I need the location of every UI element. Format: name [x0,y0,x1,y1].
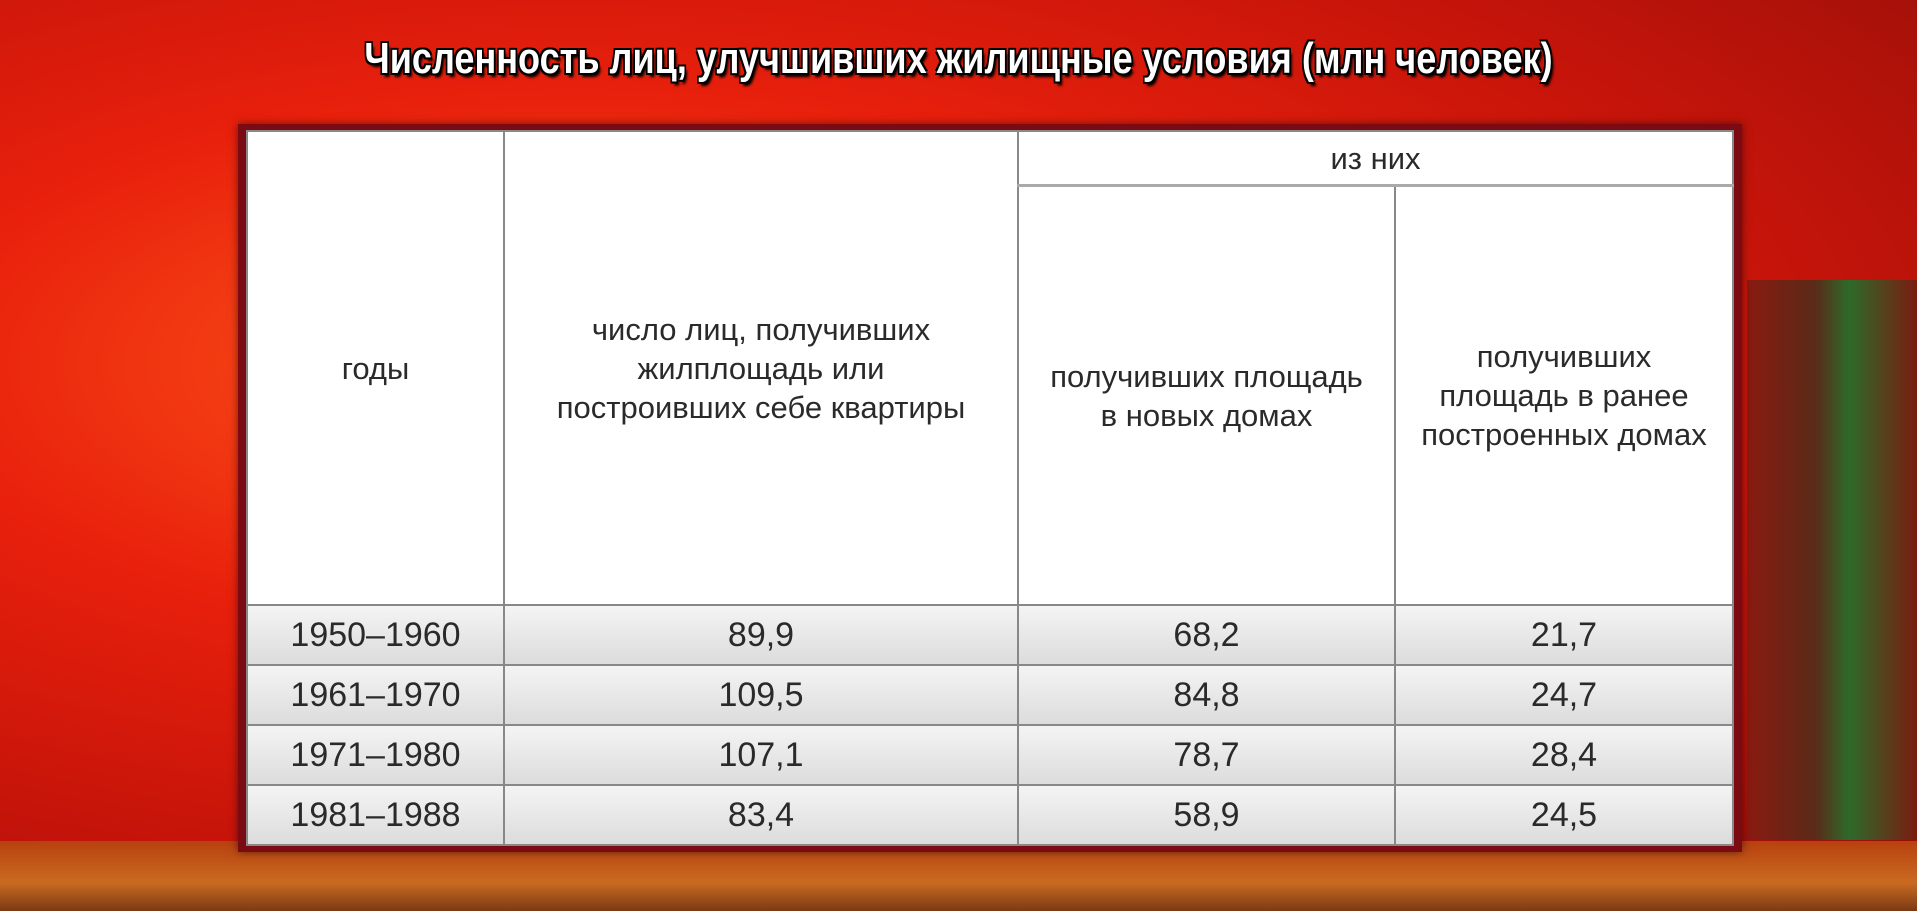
cell-old-homes: 21,7 [1394,604,1734,666]
header-old-homes: получивших площадь в ранее построенных д… [1394,184,1734,606]
header-years: годы [246,130,505,606]
header-subrow: получивших площадь в новых домах получив… [247,184,1734,606]
cell-old-homes: 24,5 [1394,784,1734,846]
cell-years: 1961–1970 [246,664,505,726]
cell-new-homes: 68,2 [1017,604,1396,666]
table-row: 1971–1980 107,1 78,7 28,4 [246,724,1734,786]
background-kremlin [0,841,1917,911]
cell-total: 107,1 [503,724,1019,786]
page-title: Численность лиц, улучшивших жилищные усл… [364,34,1553,83]
header-new-homes: получивших площадь в новых домах [1017,184,1396,606]
cell-years: 1971–1980 [246,724,505,786]
cell-new-homes: 84,8 [1017,664,1396,726]
cell-total: 109,5 [503,664,1019,726]
header-row: годы число лиц, получивших жилплощадь ил… [246,130,1734,606]
header-total: число лиц, получивших жилплощадь или пос… [503,130,1019,606]
table-row: 1950–1960 89,9 68,2 21,7 [246,604,1734,666]
table-frame: годы число лиц, получивших жилплощадь ил… [238,124,1742,852]
cell-years: 1950–1960 [246,604,505,666]
housing-table: годы число лиц, получивших жилплощадь ил… [246,130,1734,846]
cell-years: 1981–1988 [246,784,505,846]
cell-total: 83,4 [503,784,1019,846]
cell-total: 89,9 [503,604,1019,666]
table-row: 1981–1988 83,4 58,9 24,5 [246,784,1734,846]
background-tower [1747,280,1917,840]
cell-old-homes: 24,7 [1394,664,1734,726]
header-group: из них [1017,130,1734,187]
cell-new-homes: 58,9 [1017,784,1396,846]
table-row: 1961–1970 109,5 84,8 24,7 [246,664,1734,726]
cell-old-homes: 28,4 [1394,724,1734,786]
cell-new-homes: 78,7 [1017,724,1396,786]
